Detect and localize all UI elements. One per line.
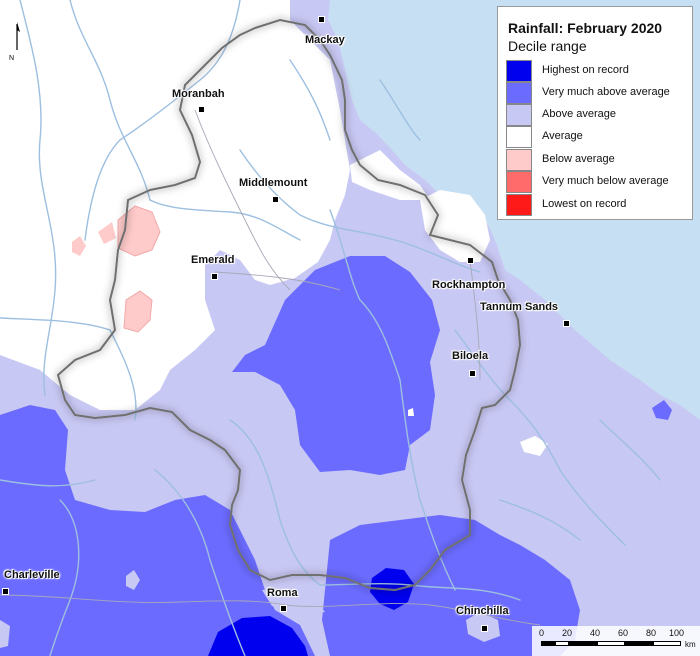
area-average xyxy=(0,0,350,410)
north-label: N xyxy=(9,55,14,62)
legend-swatch xyxy=(506,194,532,216)
legend-label: Lowest on record xyxy=(542,198,627,210)
town-marker xyxy=(280,605,287,612)
area-average-coast xyxy=(420,190,490,262)
legend-label: Very much below average xyxy=(542,175,669,187)
town-label-chinchilla: Chinchilla xyxy=(456,605,509,617)
legend-title: Rainfall: February 2020 xyxy=(508,20,663,36)
town-marker xyxy=(198,106,205,113)
lake xyxy=(520,436,548,456)
area-below-average-4 xyxy=(98,222,116,244)
town-marker xyxy=(272,196,279,203)
town-label-mackay: Mackay xyxy=(305,34,345,46)
area-average-top xyxy=(350,150,430,200)
town-marker xyxy=(2,588,9,595)
legend-label: Very much above average xyxy=(542,86,670,98)
area-very-much-above-southwest xyxy=(0,405,315,656)
scale-tick: 40 xyxy=(590,628,601,638)
legend-label: Above average xyxy=(542,108,616,120)
lake-2 xyxy=(408,408,414,416)
legend-label: Highest on record xyxy=(542,64,629,76)
scale-segment xyxy=(625,641,653,646)
scale-unit: km xyxy=(685,640,696,649)
area-very-much-above-coast xyxy=(652,400,672,420)
rivers xyxy=(0,0,661,656)
north-arrow-icon: N xyxy=(9,22,20,62)
map-legend: Rainfall: February 2020 Decile range Hig… xyxy=(497,6,693,220)
legend-swatch xyxy=(506,126,532,148)
scale-tick: 80 xyxy=(646,628,657,638)
town-label-tannum-sands: Tannum Sands xyxy=(480,301,559,313)
legend-swatch xyxy=(506,60,532,82)
town-marker xyxy=(469,370,476,377)
scale-tick: 0 xyxy=(539,628,545,638)
town-label-middlemount: Middlemount xyxy=(239,177,308,189)
town-marker xyxy=(481,625,488,632)
area-very-much-above-central xyxy=(232,256,440,475)
scale-tick: 100 xyxy=(669,628,685,638)
legend-label: Average xyxy=(542,130,583,142)
legend-subtitle: Decile range xyxy=(508,38,587,54)
area-below-average-3 xyxy=(72,236,86,256)
scale-segment xyxy=(555,641,569,646)
legend-swatch xyxy=(506,82,532,104)
town-label-charleville: Charleville xyxy=(4,569,60,581)
town-label-roma: Roma xyxy=(267,587,298,599)
town-label-emerald: Emerald xyxy=(191,254,235,266)
area-below-average-2 xyxy=(123,290,153,333)
town-label-rockhampton: Rockhampton xyxy=(432,279,506,291)
area-above-hole-1 xyxy=(126,570,140,590)
scale-tick: 60 xyxy=(618,628,629,638)
area-above-hole-4 xyxy=(0,620,10,648)
scale-tick: 20 xyxy=(562,628,573,638)
scale-segment xyxy=(541,641,555,646)
legend-swatch xyxy=(506,104,532,126)
area-below-average-1 xyxy=(117,205,161,257)
scale-segment xyxy=(569,641,597,646)
roads xyxy=(0,109,541,626)
legend-swatch xyxy=(506,171,532,193)
town-marker xyxy=(318,16,325,23)
scale-segment xyxy=(597,641,625,646)
town-marker xyxy=(563,320,570,327)
region-outline-inner xyxy=(57,19,521,591)
scale-segment xyxy=(653,641,681,646)
scale-bar: 0 20 40 60 80 100 km xyxy=(532,626,700,656)
town-marker xyxy=(211,273,218,280)
town-marker xyxy=(467,257,474,264)
town-label-biloela: Biloela xyxy=(452,350,489,362)
legend-swatch xyxy=(506,149,532,171)
town-label-moranbah: Moranbah xyxy=(172,88,225,100)
area-above-hole-2 xyxy=(262,586,325,615)
legend-label: Below average xyxy=(542,153,615,165)
